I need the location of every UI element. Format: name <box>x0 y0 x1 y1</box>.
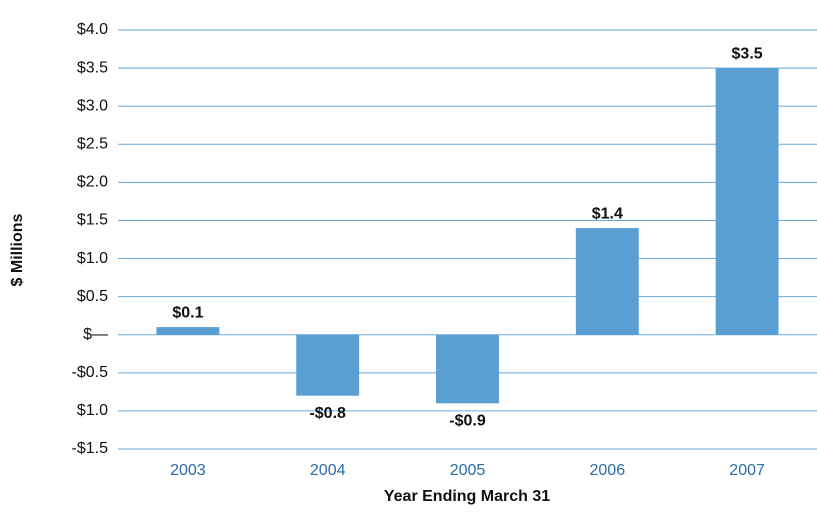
y-tick-label: $— <box>83 326 108 343</box>
x-tick-label: 2005 <box>450 462 486 479</box>
y-tick-label: $2.5 <box>77 135 108 152</box>
value-label: -$0.8 <box>309 405 346 422</box>
y-tick-label: -$1.5 <box>72 440 109 457</box>
bar <box>156 327 220 335</box>
y-tick-label: $0.5 <box>77 288 108 305</box>
x-tick-label: 2006 <box>590 462 626 479</box>
x-tick-label: 2004 <box>310 462 346 479</box>
y-tick-label: $1.0 <box>77 250 108 267</box>
y-tick-label: $1.0 <box>77 402 108 419</box>
value-label: $3.5 <box>732 45 763 62</box>
y-tick-label: $4.0 <box>77 21 108 38</box>
value-label: -$0.9 <box>449 413 486 430</box>
y-tick-label: $2.0 <box>77 174 108 191</box>
y-tick-label: -$0.5 <box>72 364 109 381</box>
bar <box>715 68 779 335</box>
value-label: $1.4 <box>592 205 623 222</box>
bar <box>436 334 499 404</box>
x-tick-label: 2003 <box>170 462 206 479</box>
x-tick-label: 2007 <box>729 462 765 479</box>
x-axis-title: Year Ending March 31 <box>384 488 550 505</box>
y-tick-label: $3.0 <box>77 97 108 114</box>
bar <box>296 334 360 396</box>
bar <box>575 228 639 335</box>
y-axis-title: $ Millions <box>9 213 26 286</box>
y-tick-label: $1.5 <box>77 212 108 229</box>
value-label: $0.1 <box>172 304 203 321</box>
y-tick-label: $3.5 <box>77 59 108 76</box>
